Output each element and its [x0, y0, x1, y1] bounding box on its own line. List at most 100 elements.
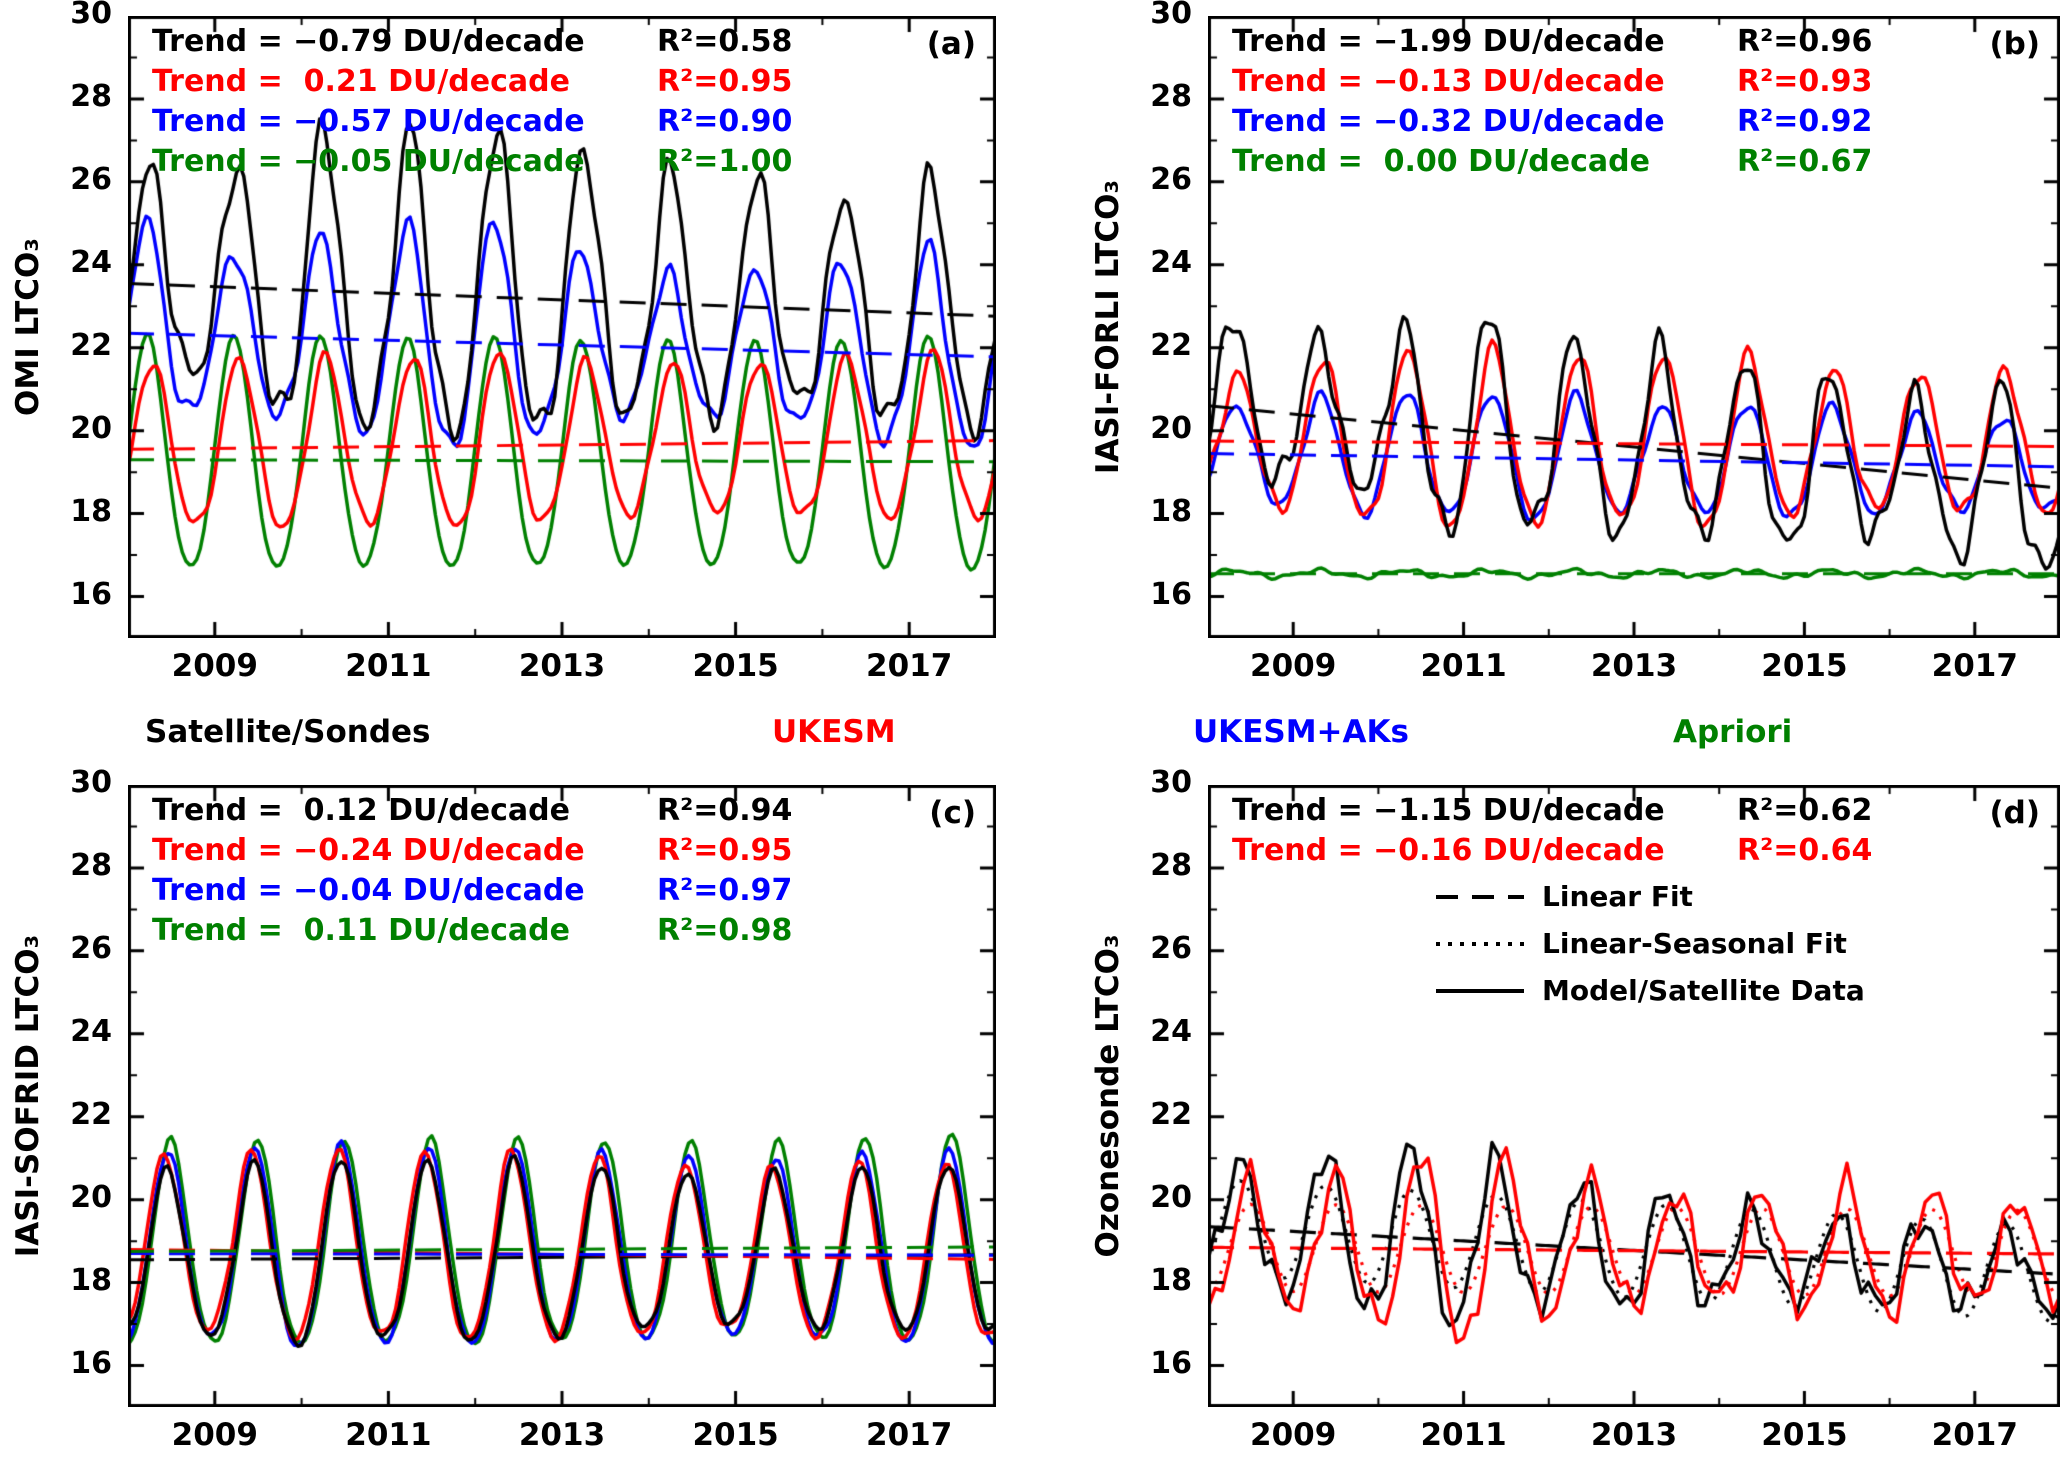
- trend-annotation-text: Trend = 0.11 DU/decade: [152, 913, 570, 948]
- trend-annotation: Trend = −0.13 DU/decade R²=0.93: [1232, 64, 1872, 104]
- panel-c-ytick-label: 28: [70, 847, 112, 883]
- panel-a-ytick-label: 18: [70, 493, 112, 529]
- panel-c-xtick-label: 2009: [171, 1417, 258, 1453]
- panel-d-ytick-label: 16: [1150, 1345, 1192, 1381]
- panel-b-ytick-label: 24: [1150, 244, 1192, 280]
- series-color-legend: Satellite/Sondes UKESM UKESM+AKs Apriori: [0, 714, 2067, 762]
- trend-annotation-text: Trend = −0.05 DU/decade: [152, 144, 585, 179]
- panel-a-xtick-label: 2015: [692, 648, 779, 684]
- trend-annotation-r2: R²=0.58: [657, 24, 793, 59]
- trend-annotation-text: Trend = −1.15 DU/decade: [1232, 793, 1665, 828]
- panel-d-xtick-label: 2009: [1250, 1417, 1337, 1453]
- panel-d-ytick-label: 18: [1150, 1262, 1192, 1298]
- trend-annotation-r2: R²=0.98: [657, 913, 793, 948]
- panel-a-y-axis-title: OMI LTCO₃: [10, 238, 46, 416]
- panel-b-xtick-label: 2011: [1420, 648, 1507, 684]
- panel-a-ytick-label: 24: [70, 244, 112, 280]
- panel-a-ytick-label: 20: [70, 410, 112, 446]
- panel-d-label: (d): [1989, 795, 2040, 831]
- trend-annotation-r2: R²=0.90: [657, 104, 793, 139]
- panel-c-xtick-label: 2015: [692, 1417, 779, 1453]
- panel-d-ytick-label: 28: [1150, 847, 1192, 883]
- panel-c-ytick-label: 24: [70, 1013, 112, 1049]
- trend-annotation-text: Trend = 0.21 DU/decade: [152, 64, 570, 99]
- panel-d-ytick-label: 22: [1150, 1096, 1192, 1132]
- panel-d-ytick-label: 26: [1150, 930, 1192, 966]
- panel-c-ytick-label: 20: [70, 1179, 112, 1215]
- trend-annotation: Trend = −1.99 DU/decade R²=0.96: [1232, 24, 1872, 64]
- panel-d-ytick-label: 24: [1150, 1013, 1192, 1049]
- trend-annotation-text: Trend = −0.04 DU/decade: [152, 873, 585, 908]
- trend-annotation-text: Trend = −0.16 DU/decade: [1232, 833, 1665, 868]
- legend-item-satellite-sondes: Satellite/Sondes: [145, 714, 431, 750]
- trend-annotation-r2: R²=0.94: [657, 793, 793, 828]
- trend-annotation-text: Trend = −0.79 DU/decade: [152, 24, 585, 59]
- trend-annotation: Trend = 0.00 DU/decade R²=0.67: [1232, 144, 1872, 184]
- dotted-line-sample-icon: [1436, 941, 1524, 946]
- panel-c-ytick-label: 18: [70, 1262, 112, 1298]
- panel-d-xtick-label: 2013: [1590, 1417, 1678, 1453]
- trend-annotation: Trend = 0.21 DU/decade R²=0.95: [152, 64, 792, 104]
- trend-annotation-r2: R²=0.92: [1737, 104, 1873, 139]
- panel-b-label: (b): [1989, 26, 2040, 62]
- trend-annotation: Trend = −0.32 DU/decade R²=0.92: [1232, 104, 1872, 144]
- panel-b-ytick-label: 22: [1150, 327, 1192, 363]
- panel-b-xtick-label: 2009: [1250, 648, 1337, 684]
- panel-c-trend-annotations: Trend = 0.12 DU/decade R²=0.94 Trend = −0.…: [152, 793, 792, 953]
- panel-a-plot-canvas: [128, 16, 996, 638]
- trend-annotation-r2: R²=0.97: [657, 873, 793, 908]
- trend-annotation-r2: R²=0.67: [1737, 144, 1873, 179]
- panel-b-y-axis-title: IASI-FORLI LTCO₃: [1090, 179, 1126, 475]
- panel-c-ytick-label: 16: [70, 1345, 112, 1381]
- panel-b-xtick-label: 2015: [1761, 648, 1848, 684]
- panel-b-ytick-label: 28: [1150, 78, 1192, 114]
- panel-c-ytick-label: 30: [70, 765, 112, 800]
- panel-b-ytick-label: 20: [1150, 410, 1192, 446]
- legend-item-label: Linear-Seasonal Fit: [1542, 927, 1847, 960]
- panel-b-ytick-label: 30: [1150, 0, 1192, 31]
- panel-a-ytick-label: 26: [70, 161, 112, 197]
- panel-d-ytick-label: 30: [1150, 765, 1192, 800]
- trend-annotation-r2: R²=0.95: [657, 64, 793, 99]
- panel-c-ytick-label: 26: [70, 930, 112, 966]
- panel-a-ytick-label: 16: [70, 576, 112, 612]
- panel-d-line-style-legend: Linear Fit Linear-Seasonal Fit Model/Satel…: [1436, 873, 1865, 1014]
- trend-annotation-r2: R²=1.00: [657, 144, 793, 179]
- panel-c-ytick-label: 22: [70, 1096, 112, 1132]
- panel-d-y-axis-title: Ozonesonde LTCO₃: [1090, 934, 1126, 1258]
- trend-annotation-r2: R²=0.93: [1737, 64, 1873, 99]
- panel-b-xtick-label: 2013: [1590, 648, 1678, 684]
- panel-c-xtick-label: 2013: [518, 1417, 606, 1453]
- trend-annotation-r2: R²=0.62: [1737, 793, 1873, 828]
- panel-a-trend-annotations: Trend = −0.79 DU/decade R²=0.58 Trend = 0.…: [152, 24, 792, 184]
- panel-b-trend-annotations: Trend = −1.99 DU/decade R²=0.96 Trend = −0…: [1232, 24, 1872, 184]
- trend-annotation-text: Trend = −1.99 DU/decade: [1232, 24, 1665, 59]
- legend-item-label: Model/Satellite Data: [1542, 974, 1865, 1007]
- trend-annotation-text: Trend = 0.00 DU/decade: [1232, 144, 1650, 179]
- panel-d-plot-canvas: [1208, 785, 2060, 1407]
- panel-c-xtick-label: 2011: [345, 1417, 432, 1453]
- panel-c-plot-canvas: [128, 785, 996, 1407]
- legend-item-label: Linear Fit: [1542, 880, 1693, 913]
- trend-annotation-r2: R²=0.95: [657, 833, 793, 868]
- panel-d-xtick-label: 2011: [1420, 1417, 1507, 1453]
- trend-annotation: Trend = −0.04 DU/decade R²=0.97: [152, 873, 792, 913]
- panel-a-ytick-label: 28: [70, 78, 112, 114]
- panel-a-ytick-label: 30: [70, 0, 112, 31]
- panel-d-xtick-label: 2017: [1931, 1417, 2018, 1453]
- panel-d-trend-annotations: Trend = −1.15 DU/decade R²=0.62 Trend = −0…: [1232, 793, 1872, 873]
- panel-c-y-axis-title: IASI-SOFRID LTCO₃: [10, 934, 46, 1258]
- trend-annotation: Trend = −0.05 DU/decade R²=1.00: [152, 144, 792, 184]
- panel-d-ytick-label: 20: [1150, 1179, 1192, 1215]
- trend-annotation: Trend = 0.12 DU/decade R²=0.94: [152, 793, 792, 833]
- trend-annotation-text: Trend = −0.32 DU/decade: [1232, 104, 1665, 139]
- legend-item-solid-line: Model/Satellite Data: [1436, 967, 1865, 1014]
- panel-b-ytick-label: 18: [1150, 493, 1192, 529]
- trend-annotation-text: Trend = −0.57 DU/decade: [152, 104, 585, 139]
- panel-a-ytick-label: 22: [70, 327, 112, 363]
- trend-annotation: Trend = −0.24 DU/decade R²=0.95: [152, 833, 792, 873]
- legend-item-dashed-line: Linear Fit: [1436, 873, 1865, 920]
- legend-item-dotted-line: Linear-Seasonal Fit: [1436, 920, 1865, 967]
- panel-c-label: (c): [929, 795, 976, 831]
